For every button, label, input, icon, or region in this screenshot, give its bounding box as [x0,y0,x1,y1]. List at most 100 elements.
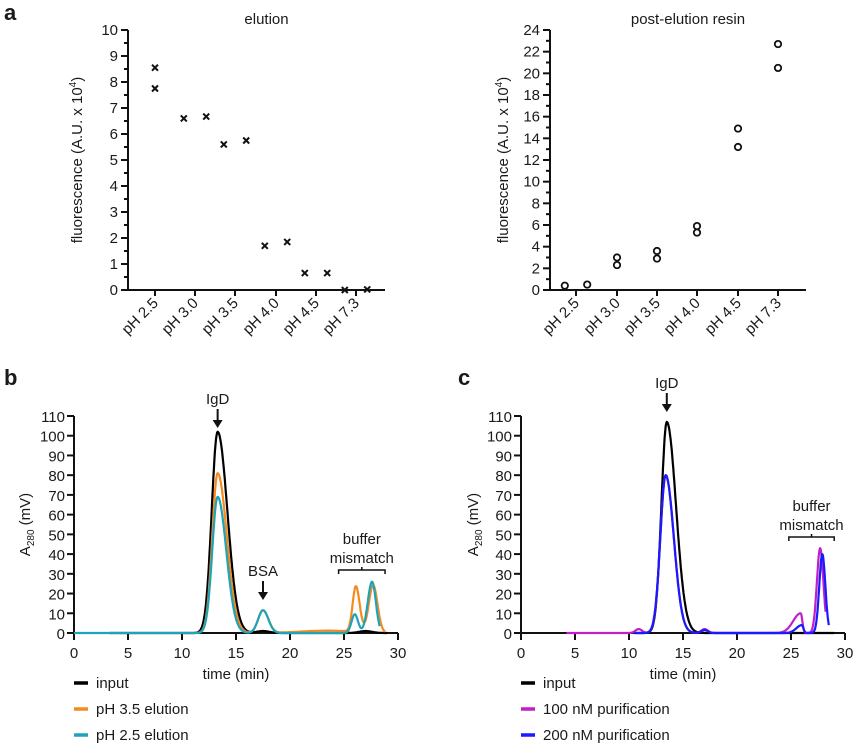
y-tick-label: 100 [40,429,65,446]
data-point-x [151,84,159,93]
data-point-x [363,285,371,294]
data-point-circle [733,124,743,133]
data-point-circle [773,39,783,49]
data-point-circle [733,142,743,152]
y-axis-label-text: A [465,546,482,556]
panel-label-b: b [4,365,17,390]
x-tick-label: 5 [124,645,132,662]
x-marker-stroke [363,285,371,294]
chart-title: elution [244,11,288,28]
annotation-label-mismatch: mismatch [779,517,843,534]
arrow-head [661,404,672,412]
y-tick-label: 0 [57,626,65,643]
panel-label-a: a [4,0,17,25]
bracket-marker [788,534,835,541]
y-tick-label: 40 [48,547,65,564]
x-axis-label: time (min) [650,666,717,683]
y-tick-label: 80 [48,468,65,485]
legend-item: pH 2.5 elution [74,727,189,744]
y-axis-label: fluorescence (A.U. x 104) [68,77,86,243]
y-tick-label: 0 [504,626,512,643]
series-line-200-nm-purification [633,474,830,635]
x-tick-label: 30 [390,645,407,662]
legend-item: input [74,675,129,692]
data-point-x [283,238,291,246]
data-point-x [323,269,331,277]
data-point-x [261,242,269,250]
y-axis-label-sub: 280 [474,529,485,546]
down-arrow-icon [661,393,672,412]
annotation-label-mismatch: mismatch [330,550,394,567]
x-tick-label: pH 4.0 [240,295,283,338]
x-tick-label: pH 3.0 [159,295,202,338]
x-tick-label: pH 4.0 [661,295,704,338]
y-tick-label: 70 [495,488,512,505]
x-marker-stroke [261,242,269,250]
y-tick-label: 80 [495,468,512,485]
y-axis-label-text: A [17,546,34,556]
y-tick-label: 16 [523,109,540,126]
y-axis-label-tail: (mV) [465,493,482,530]
series-line-ph-2-5-elution [73,495,381,635]
x-tick-label: 10 [621,645,638,662]
data-point-circle [560,281,569,290]
y-tick-label: 90 [495,448,512,465]
legend-item: pH 3.5 elution [74,701,189,718]
post-elution-resin-scatter-chart: post-elution resin024681012141618202224p… [494,11,806,338]
data-point-x [341,286,349,294]
data-point-circle [612,253,622,262]
arrow-head [212,420,223,428]
x-tick-label: 0 [517,645,525,662]
y-tick-label: 7 [110,100,118,117]
y-tick-label: 14 [523,130,540,147]
y-tick-label: 0 [532,282,540,299]
y-axis-label-tail: (mV) [17,493,34,530]
bracket-marker [337,567,386,574]
y-tick-label: 10 [48,606,65,623]
y-axis-label-sub: 280 [26,529,37,546]
y-tick-label: 24 [523,22,540,39]
y-tick-label: 50 [495,527,512,544]
y-tick-label: 9 [110,48,118,65]
y-tick-label: 50 [48,527,65,544]
y-tick-label: 4 [532,239,540,256]
y-tick-label: 110 [488,409,512,426]
x-marker-stroke [341,286,349,294]
y-axis-label: A280 (mV) [17,493,37,556]
annotation-label-buffer: buffer [343,531,381,548]
data-point-circle [583,280,592,289]
x-tick-label: pH 7.3 [742,295,785,338]
y-tick-label: 18 [523,87,540,104]
legend-item: input [521,675,576,692]
y-axis-label-text: fluorescence (A.U. x 10 [495,87,512,243]
y-tick-label: 0 [110,282,118,299]
x-axis-label: time (min) [203,666,270,683]
y-tick-label: 22 [523,44,540,61]
x-tick-label: 20 [282,645,299,662]
y-tick-label: 20 [495,587,512,604]
legend-label: 100 nM purification [543,701,670,718]
y-tick-label: 100 [487,429,512,446]
chromatogram-c: 0 10 20 30 40 50 60 70 80 90 100 110 0 5 10 15 20 25 30 tim… [465,375,853,744]
y-tick-label: 1 [110,256,118,273]
data-point-x [242,136,250,145]
x-tick-label: 15 [675,645,692,662]
y-tick-label: 2 [532,260,540,277]
data-point-circle [612,260,622,270]
arrow-head [258,592,268,600]
x-tick-label: pH 3.5 [199,295,242,338]
x-marker-stroke [180,114,188,123]
legend-item: 200 nM purification [521,727,670,744]
y-tick-label: 2 [110,230,118,247]
chart-title: post-elution resin [631,11,745,28]
data-point-x [180,114,188,123]
y-tick-label: 5 [110,152,118,169]
data-point-x [202,112,210,121]
x-marker-stroke [151,63,159,72]
x-tick-label: 10 [174,645,191,662]
annotation-label-buffer: buffer [792,498,830,515]
y-tick-label: 90 [48,448,65,465]
y-tick-label: 10 [495,606,512,623]
data-point-circle [773,63,783,73]
